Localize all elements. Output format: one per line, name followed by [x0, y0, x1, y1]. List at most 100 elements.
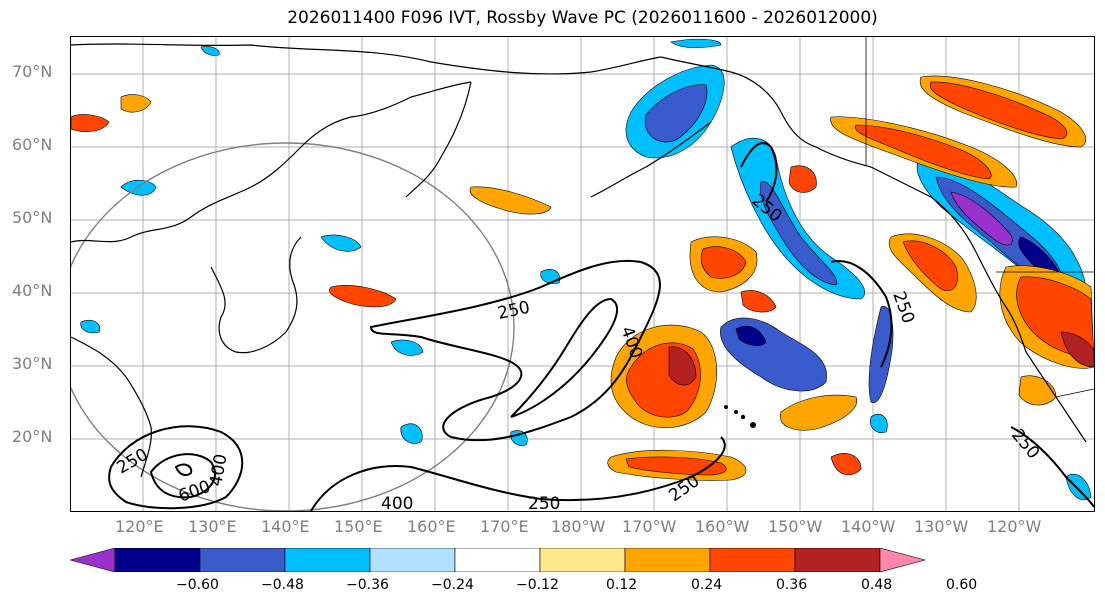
pos-region-gulf-alaska-core: [854, 124, 992, 180]
pos-region-nw-canada-core: [929, 81, 1068, 140]
neg-blob-2: [320, 234, 362, 252]
coastline-siberia-north: [71, 43, 662, 75]
colorbar-segment-5: [454, 548, 541, 572]
contour-250-southwest: [108, 425, 244, 510]
contour-label-400-3: 400: [381, 494, 413, 511]
colorbar-label-neg012: −0.12: [516, 577, 559, 593]
pos-region-west-coast-core: [902, 240, 958, 291]
colorbar-segment-1: [114, 548, 201, 572]
coastline-russia-east: [71, 81, 472, 243]
colorbar-segment-4: [369, 548, 456, 572]
coastline-korea-japan: [210, 236, 302, 354]
lon-label-170w: 170°W: [622, 517, 677, 536]
pos-region-south-central: [779, 394, 858, 431]
neg-blob-3: [390, 339, 424, 356]
neg-blob-10: [670, 38, 722, 48]
neg-blob-6: [540, 269, 561, 284]
lon-label-140w: 140°W: [841, 517, 896, 536]
coastline-alaska-peninsula: [590, 121, 712, 198]
contour-250-southeast: [1010, 426, 1094, 508]
pos-region-pacific-center-max: [668, 346, 697, 386]
colorbar-label-048: 0.48: [861, 577, 893, 593]
coastline-bc: [870, 166, 1027, 353]
contour-600-southwest: [174, 463, 193, 476]
neg-blob-8: [870, 413, 888, 433]
lon-label-150e: 150°E: [334, 517, 383, 536]
contour-250-central: [369, 259, 661, 442]
contour-label-400-2: 400: [206, 452, 231, 487]
neg-region-bering-core: [644, 84, 708, 143]
pos-region-hawaii-south: [830, 453, 862, 476]
colorbar-segment-9: [794, 548, 881, 572]
neg-blob-11: [200, 46, 220, 56]
lon-label-170e: 170°E: [480, 517, 529, 536]
pos-region-siberia: [120, 94, 152, 113]
lat-label-30n: 30°N: [12, 354, 53, 373]
contour-400-central: [510, 297, 618, 418]
lat-label-70n: 70°N: [12, 62, 53, 81]
contour-label-250-7: 250: [1007, 425, 1043, 463]
pos-region-east-asia: [71, 114, 110, 132]
colorbar-label-neg036: −0.36: [346, 577, 389, 593]
neg-region-central-pacific-core: [735, 325, 767, 347]
colorbar: [70, 548, 927, 572]
neg-blob-4: [400, 423, 423, 444]
lat-label-50n: 50°N: [12, 208, 53, 227]
contour-label-250-6: 250: [888, 289, 918, 326]
map-panel: 250 250 250 250 250 250 250 400 400 400 …: [70, 36, 1095, 512]
pos-region-east-pacific-band: [740, 290, 777, 313]
ivt-contours: [108, 142, 1094, 511]
lon-label-180w: 180°W: [551, 517, 606, 536]
pos-region-east-central: [1018, 375, 1057, 406]
great-circle: [71, 142, 515, 511]
colorbar-segment-2: [199, 548, 286, 572]
colorbar-segment-6: [539, 548, 626, 572]
lon-label-130w: 130°W: [914, 517, 969, 536]
colorbar-segment-7: [624, 548, 711, 572]
contour-label-250-1: 250: [496, 298, 532, 324]
neg-region-gulf-arc-core: [759, 181, 838, 286]
colorbar-segment-0: [70, 548, 116, 572]
contour-label-600: 600: [176, 477, 213, 507]
colorbar-label-neg024: −0.24: [431, 577, 474, 593]
map-title: 2026011400 F096 IVT, Rossby Wave PC (202…: [287, 8, 878, 28]
colorbar-label-036: 0.36: [776, 577, 808, 593]
hawaii-islands: [724, 405, 756, 428]
neg-region-gulf-arc: [730, 138, 866, 300]
coastline-china: [71, 336, 152, 478]
contour-250-south: [310, 436, 726, 511]
coastline-alaska: [660, 56, 872, 168]
neg-blob-1: [120, 179, 157, 196]
colorbar-segment-8: [709, 548, 796, 572]
contour-label-250-3: 250: [528, 494, 560, 511]
ivt-map: 250 250 250 250 250 250 250 400 400 400 …: [71, 37, 1094, 511]
contour-400-southwest: [149, 453, 216, 499]
pos-region-dateline-north-core: [700, 246, 747, 279]
neg-region-western-canada-purple: [950, 191, 1013, 246]
neg-blob-7: [80, 319, 101, 334]
colorbar-label-024: 0.24: [691, 577, 723, 593]
pos-region-aleutian: [469, 186, 552, 215]
coastlines: [71, 37, 1094, 478]
border-us-mexico: [1055, 388, 1094, 398]
colorbar-segments: [70, 548, 927, 572]
pos-region-southwest-us-max: [1060, 331, 1094, 368]
pc-anomaly-fills: [71, 38, 1094, 501]
pos-region-east-small: [788, 165, 817, 193]
colorbar-label-060: 0.60: [946, 577, 978, 593]
neg-blob-9: [1065, 473, 1092, 501]
pos-region-kuril: [329, 285, 397, 308]
contour-250-northeast: [740, 142, 778, 203]
colorbar-segment-10: [879, 548, 927, 572]
lon-label-120e: 120°E: [115, 517, 164, 536]
lon-label-140e: 140°E: [261, 517, 310, 536]
lat-label-40n: 40°N: [12, 281, 53, 300]
contour-label-250-2: 250: [114, 445, 152, 479]
lon-label-150w: 150°W: [768, 517, 823, 536]
colorbar-segment-3: [284, 548, 371, 572]
colorbar-label-neg060: −0.60: [176, 577, 219, 593]
colorbar-label-012: 0.12: [606, 577, 638, 593]
lat-label-20n: 20°N: [12, 427, 53, 446]
lon-label-160e: 160°E: [407, 517, 456, 536]
lon-label-120w: 120°W: [987, 517, 1042, 536]
